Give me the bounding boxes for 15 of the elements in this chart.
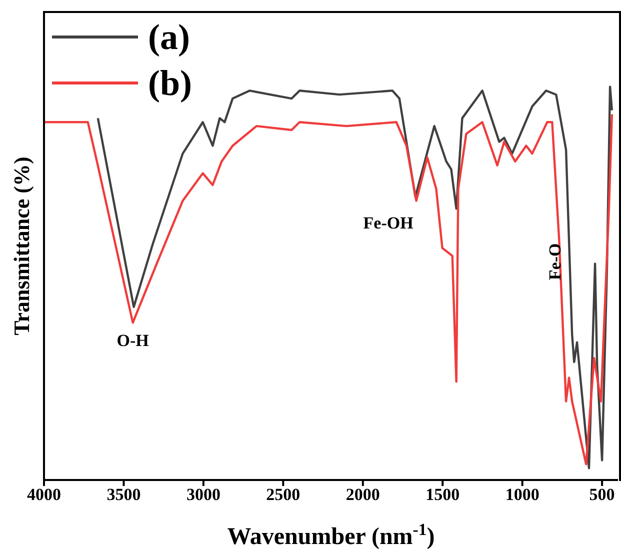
x-axis-title: Wavenumber (nm$^{-1}$) xyxy=(227,520,435,550)
x-tick-label: 2500 xyxy=(266,485,300,504)
x-tick-label: 1000 xyxy=(505,485,540,504)
annotation: O-H xyxy=(116,331,149,350)
annotation: Fe-O xyxy=(546,243,565,280)
annotation: Fe-OH xyxy=(363,213,414,232)
x-tick-label: 3000 xyxy=(186,485,220,504)
legend-label: (a) xyxy=(148,16,190,58)
legend-label: (b) xyxy=(148,62,192,104)
x-tick-label: 3500 xyxy=(106,485,141,504)
x-tick-label: 1500 xyxy=(426,485,460,504)
x-tick-label: 500 xyxy=(589,485,615,504)
x-tick-label: 4000 xyxy=(27,485,61,504)
y-axis-title: Transmittance (%) xyxy=(9,156,35,336)
x-tick-label: 2000 xyxy=(346,485,380,504)
